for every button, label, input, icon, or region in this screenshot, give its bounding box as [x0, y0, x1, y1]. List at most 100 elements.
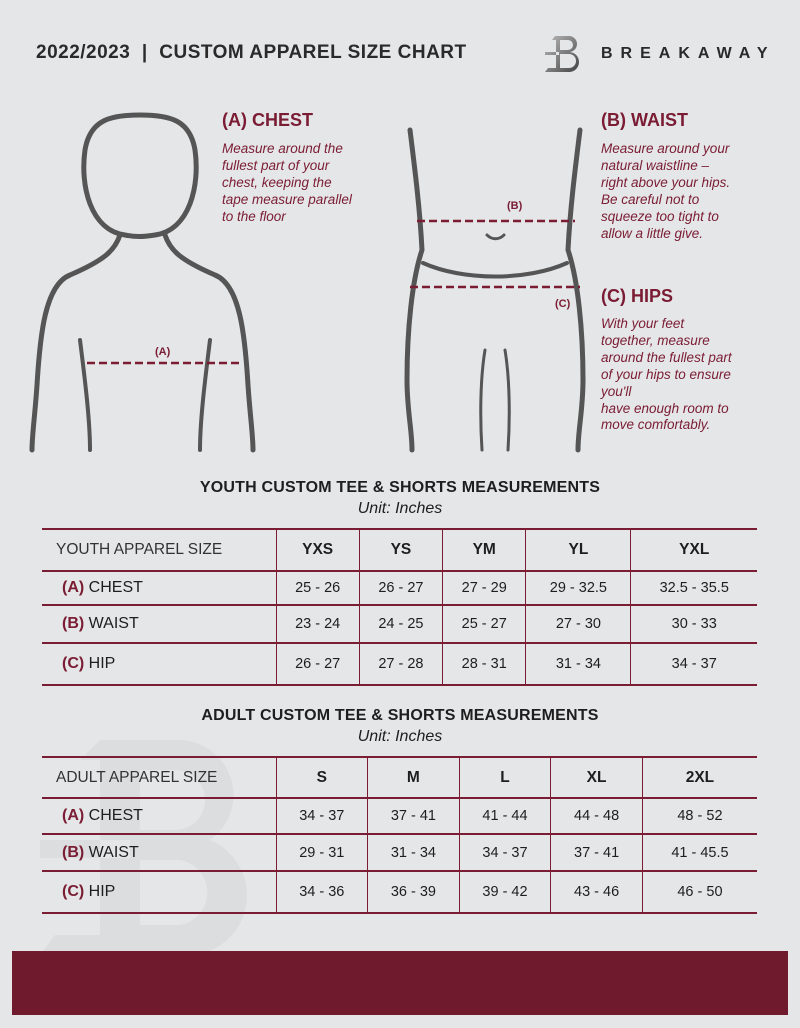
measurement-value: 30 - 33 — [630, 604, 757, 644]
measurement-value: 29 - 32.5 — [525, 570, 631, 606]
measurement-value: 37 - 41 — [367, 797, 460, 835]
table-row: (B) WAIST 23 - 24 24 - 25 25 - 27 27 - 30 30 … — [42, 604, 757, 644]
hips-text-line: move comfortably. — [601, 417, 711, 433]
measurement-value: 26 - 27 — [275, 642, 360, 686]
size-column-header: XL — [550, 756, 643, 799]
chest-text-line: tape measure parallel — [222, 191, 352, 207]
measurement-letter: (B) — [62, 843, 85, 861]
chest-instructions: (A) CHEST Measure around the fullest part… — [222, 110, 352, 226]
measurement-value: 24 - 25 — [358, 604, 443, 644]
table-row: (A) CHEST 25 - 26 26 - 27 27 - 29 29 - 32.5 3… — [42, 570, 757, 606]
upper-body-figure: (A) — [29, 112, 256, 453]
measurement-value: 34 - 37 — [458, 833, 551, 872]
measurement-label: (A) CHEST — [42, 570, 276, 606]
size-column-header: YXL — [630, 528, 757, 572]
size-column-header: S — [275, 756, 368, 799]
measurement-value: 26 - 27 — [358, 570, 443, 606]
waist-instructions: (B) WAIST Measure around your natural wai… — [601, 110, 730, 242]
youth-table-title: YOUTH CUSTOM TEE & SHORTS MEASUREMENTS — [199, 479, 601, 496]
size-column-header: YS — [358, 528, 443, 572]
measurement-label: (C) HIP — [42, 870, 276, 914]
chest-heading: (A) CHEST — [222, 110, 313, 130]
hips-text-line: With your feet — [601, 316, 685, 331]
waist-heading: (B) WAIST — [601, 110, 688, 130]
brand-name: BREAKAWAY — [601, 45, 776, 62]
table-row: (B) WAIST 29 - 31 31 - 34 34 - 37 37 - 41 41 … — [42, 833, 757, 872]
size-header-label: YOUTH APPAREL SIZE — [42, 528, 276, 572]
measurement-value: 36 - 39 — [367, 870, 460, 914]
measurement-value: 34 - 36 — [275, 870, 368, 914]
size-column-header: L — [458, 756, 551, 799]
measurement-letter: (C) — [62, 883, 85, 900]
measurement-value: 44 - 48 — [550, 797, 643, 835]
chest-text-line: to the floor — [222, 208, 286, 224]
size-column-header: YXS — [275, 528, 360, 572]
table-row: (C) HIP 26 - 27 27 - 28 28 - 31 31 - 34 34 - … — [42, 642, 757, 686]
waist-text-line: allow a little give. — [601, 225, 704, 241]
measurement-value: 29 - 31 — [275, 833, 368, 872]
measurement-value: 48 - 52 — [641, 797, 757, 835]
waist-text-line: Measure around your — [601, 141, 730, 156]
measurement-value: 37 - 41 — [550, 833, 643, 872]
chest-marker-label: (A) — [155, 346, 171, 358]
measurement-value: 46 - 50 — [641, 870, 757, 914]
lower-body-figure: (B) (C) — [404, 127, 586, 453]
measurement-letter: (B) — [62, 615, 85, 632]
measurement-name: CHEST — [88, 579, 143, 596]
chest-text-line: fullest part of your — [222, 157, 330, 173]
measurement-value: 27 - 29 — [442, 570, 526, 606]
youth-size-table: YOUTH APPAREL SIZE YXS YS YM YL YXL (A) CHEST 2… — [42, 528, 757, 686]
waist-text-line: squeeze too tight to — [601, 208, 719, 224]
adult-table-title: ADULT CUSTOM TEE & SHORTS MEASUREMENTS — [201, 707, 599, 724]
size-column-header: M — [367, 756, 460, 799]
measurement-value: 41 - 44 — [458, 797, 551, 835]
hips-text-line: have enough room to — [601, 400, 729, 416]
measurement-value: 31 - 34 — [525, 642, 631, 686]
measurement-value: 34 - 37 — [630, 642, 757, 686]
size-column-header: YM — [442, 528, 526, 572]
measurement-value: 34 - 37 — [275, 797, 368, 835]
measurement-value: 39 - 42 — [458, 870, 551, 914]
measurement-value: 28 - 31 — [442, 642, 526, 686]
measurement-value: 31 - 34 — [367, 833, 460, 872]
page-title: 2022/2023 | CUSTOM APPAREL SIZE CHART — [36, 42, 467, 63]
youth-table-unit: Unit: Inches — [357, 500, 443, 517]
measurement-value: 25 - 27 — [442, 604, 526, 644]
size-column-header: 2XL — [641, 756, 757, 799]
table-row: (A) CHEST 34 - 37 37 - 41 41 - 44 44 - 48 48 … — [42, 797, 757, 835]
waist-marker-label: (B) — [507, 200, 523, 212]
hips-text-line: you'll — [601, 383, 632, 399]
waist-text-line: right above your hips. — [601, 174, 731, 190]
measurement-value: 41 - 45.5 — [641, 833, 757, 872]
measurement-value: 32.5 - 35.5 — [630, 570, 757, 606]
hips-marker-label: (C) — [555, 298, 571, 310]
waist-text-line: Be careful not to — [601, 191, 700, 207]
measurement-value: 25 - 26 — [275, 570, 360, 606]
size-column-header: YL — [525, 528, 631, 572]
measurement-name: WAIST — [88, 843, 139, 861]
measurement-value: 23 - 24 — [275, 604, 360, 644]
adult-table-unit: Unit: Inches — [357, 728, 443, 745]
measurement-value: 27 - 30 — [525, 604, 631, 644]
measurement-name: HIP — [88, 883, 116, 900]
footer-band — [12, 951, 788, 1015]
measurement-letter: (A) — [62, 807, 85, 824]
measurement-label: (A) CHEST — [42, 797, 276, 835]
measurement-name: WAIST — [88, 615, 139, 632]
breakaway-logo-icon — [545, 36, 579, 72]
table-row: (C) HIP 34 - 36 36 - 39 39 - 42 43 - 46 46 - … — [42, 870, 757, 914]
table-header-row: ADULT APPAREL SIZE S M L XL 2XL — [42, 756, 757, 799]
adult-size-table: ADULT APPAREL SIZE S M L XL 2XL (A) CHEST 34 - … — [42, 756, 757, 914]
measurement-letter: (C) — [62, 655, 85, 672]
hips-text-line: of your hips to ensure — [601, 366, 731, 382]
hips-text-line: together, measure — [601, 332, 710, 348]
size-header-label: ADULT APPAREL SIZE — [42, 756, 276, 799]
chest-text-line: chest, keeping the — [222, 174, 332, 190]
hips-instructions: (C) HIPS With your feet together, measure… — [601, 286, 732, 434]
measurement-name: HIP — [88, 655, 116, 672]
hips-text-line: around the fullest part — [601, 349, 732, 365]
measurement-label: (B) WAIST — [42, 604, 276, 644]
table-header-row: YOUTH APPAREL SIZE YXS YS YM YL YXL — [42, 528, 757, 572]
measurement-letter: (A) — [62, 579, 85, 596]
measurement-label: (B) WAIST — [42, 833, 276, 872]
